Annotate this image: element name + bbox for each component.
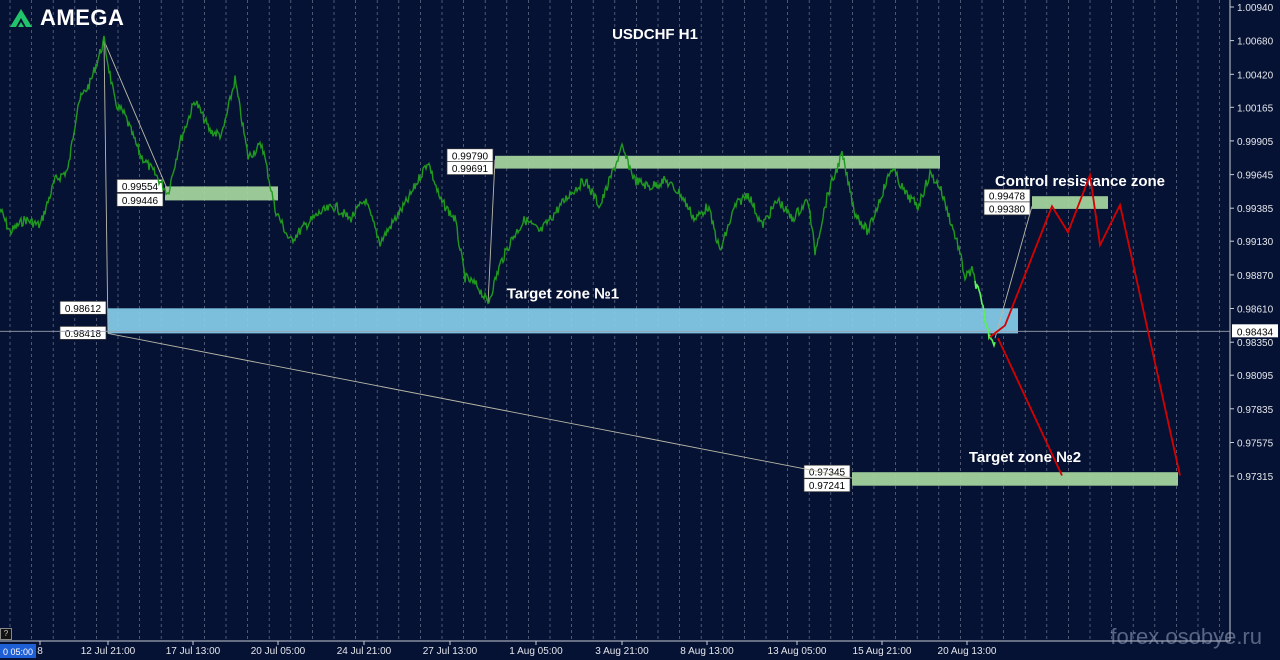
y-tick-label: 0.97315 xyxy=(1237,472,1274,483)
zone-price-label-box xyxy=(983,201,1031,216)
x-tick-label: 8 Aug 13:00 xyxy=(680,646,734,657)
x-start-label-box xyxy=(0,644,36,658)
trend-line xyxy=(487,159,496,304)
y-tick-label: 0.98870 xyxy=(1237,271,1274,282)
trend-line xyxy=(994,206,1033,339)
y-tick-label: 0.98095 xyxy=(1237,371,1274,382)
x-tick-label: 12 Jul 21:00 xyxy=(81,646,136,657)
y-tick-label: 0.99385 xyxy=(1237,204,1274,215)
price-zone xyxy=(852,472,1178,486)
y-tick-label: 0.97835 xyxy=(1237,405,1274,416)
current-price-label: 0.98434 xyxy=(1237,327,1274,338)
x-tick-label: 17 Jul 13:00 xyxy=(166,646,221,657)
y-tick-label: 0.98350 xyxy=(1237,338,1274,349)
amega-logo-icon xyxy=(10,9,32,27)
zone-price-label: 0.97241 xyxy=(809,481,846,492)
scroll-marker-button[interactable]: ? xyxy=(0,628,12,640)
zone-price-label: 0.98418 xyxy=(65,329,102,340)
x-tick-label: 15 Aug 21:00 xyxy=(853,646,912,657)
zone-label: Control resistance zone xyxy=(995,173,1165,190)
price-zone xyxy=(108,308,1018,334)
trend-line xyxy=(103,40,169,191)
x-tick-label: 24 Jul 21:00 xyxy=(337,646,392,657)
watermark: forex.osobye.ru xyxy=(1110,624,1262,649)
zone-price-label-box xyxy=(59,300,107,315)
x-tick-label: 3 Aug 21:00 xyxy=(595,646,649,657)
current-price-box xyxy=(1232,324,1278,338)
zone-price-label-box xyxy=(59,326,107,340)
x-tick-label: 20 Jul 05:00 xyxy=(251,646,306,657)
trend-line xyxy=(107,332,853,479)
x-tick-label: 20 Aug 13:00 xyxy=(938,646,997,657)
x-tick-label: 13 Aug 05:00 xyxy=(768,646,827,657)
y-tick-label: 1.00165 xyxy=(1237,103,1274,114)
zone-price-label: 0.99790 xyxy=(452,151,489,162)
zone-price-label: 0.99446 xyxy=(122,196,159,207)
y-tick-label: 0.99130 xyxy=(1237,237,1274,248)
zone-price-label: 0.99478 xyxy=(989,192,1026,203)
price-series-latest xyxy=(974,280,996,348)
x-tick-label: 8 xyxy=(37,646,43,657)
zone-price-label: 0.99554 xyxy=(122,182,159,193)
price-series-line xyxy=(0,35,996,348)
trend-line xyxy=(103,40,109,334)
price-zone xyxy=(495,155,940,169)
y-tick-label: 0.99645 xyxy=(1237,171,1274,182)
chart-title: USDCHF H1 xyxy=(612,26,698,43)
y-tick-label: 1.00420 xyxy=(1237,70,1274,81)
brand-logo: AMEGA xyxy=(8,4,124,32)
price-zone xyxy=(1032,196,1108,209)
zone-price-label-box xyxy=(803,478,851,493)
x-start-label: 0 05:00 xyxy=(3,647,33,657)
x-tick-label: 27 Jul 13:00 xyxy=(423,646,478,657)
brand-name: AMEGA xyxy=(40,5,125,30)
zone-label: Target zone №1 xyxy=(507,285,619,302)
zone-price-label-box xyxy=(446,161,494,175)
zone-price-label-box xyxy=(116,192,164,207)
projection-drop-path xyxy=(997,337,1063,476)
y-tick-label: 1.00940 xyxy=(1237,3,1274,14)
zone-price-label: 0.98612 xyxy=(65,304,102,315)
zone-price-label-box xyxy=(803,464,851,479)
y-tick-label: 1.00680 xyxy=(1237,37,1274,48)
zone-price-label: 0.99380 xyxy=(989,204,1026,215)
price-zone xyxy=(165,186,278,201)
y-tick-label: 0.97575 xyxy=(1237,438,1274,449)
zone-price-label: 0.99691 xyxy=(452,164,489,175)
x-tick-label: 1 Aug 05:00 xyxy=(509,646,563,657)
y-tick-label: 0.99905 xyxy=(1237,137,1274,148)
projection-path xyxy=(989,171,1181,476)
y-tick-label: 0.98610 xyxy=(1237,305,1274,316)
zone-label: Target zone №2 xyxy=(969,449,1081,466)
